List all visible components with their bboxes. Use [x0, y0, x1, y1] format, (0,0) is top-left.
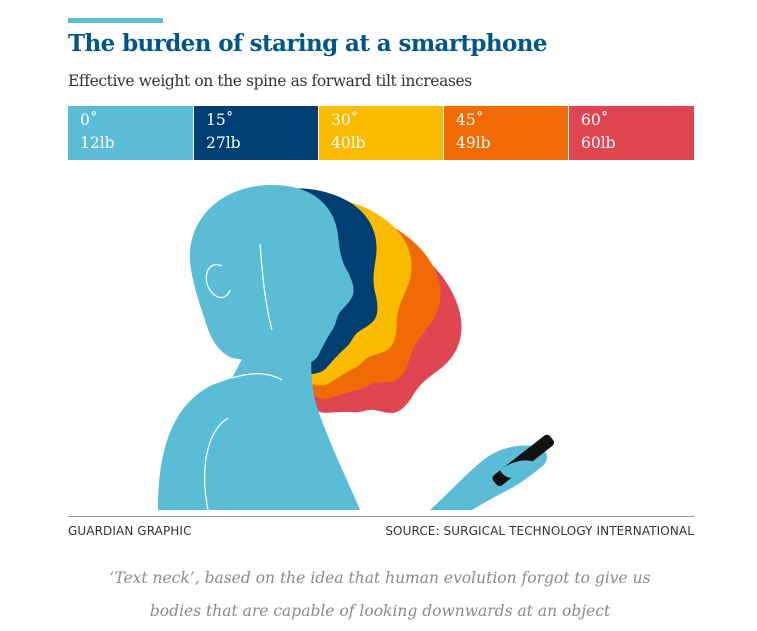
jaw-outline: [259, 243, 273, 331]
arm-outline: [204, 417, 229, 510]
caption-line-1: ‘Text neck’, based on the idea that huma…: [109, 569, 651, 587]
band-15-degrees: 15˚ 27lb: [194, 106, 319, 160]
page-subtitle: Effective weight on the spine as forward…: [68, 72, 472, 90]
thumb-silhouette: [500, 460, 536, 478]
band-weight: 12lb: [80, 134, 115, 152]
caption-line-2: bodies that are capable of looking downw…: [149, 602, 611, 620]
ear-outline: [205, 264, 231, 299]
band-angle: 0˚: [80, 111, 98, 129]
band-45-degrees: 45˚ 49lb: [444, 106, 569, 160]
band-angle: 30˚: [331, 111, 359, 129]
band-weight: 60lb: [581, 134, 616, 152]
source-credit: SOURCE: SURGICAL TECHNOLOGY INTERNATIONA…: [385, 524, 694, 538]
page-title: The burden of staring at a smartphone: [68, 30, 548, 57]
band-angle: 15˚: [206, 111, 234, 129]
torso-silhouette: [158, 344, 360, 510]
band-angle: 60˚: [581, 111, 609, 129]
head-tilt-illustration: [158, 175, 555, 510]
collar-outline: [231, 373, 283, 381]
footer-divider: [68, 516, 694, 517]
image-caption: ‘Text neck’, based on the idea that huma…: [60, 562, 700, 628]
hand-with-phone: [430, 434, 555, 510]
band-30-degrees: 30˚ 40lb: [319, 106, 444, 160]
band-60-degrees: 60˚ 60lb: [569, 106, 694, 160]
graphic-credit: GUARDIAN GRAPHIC: [68, 524, 192, 538]
band-weight: 40lb: [331, 134, 366, 152]
tilt-legend: 0˚ 12lb 15˚ 27lb 30˚ 40lb 45˚ 49lb 60˚ 6…: [68, 106, 694, 160]
band-weight: 49lb: [456, 134, 491, 152]
band-0-degrees: 0˚ 12lb: [68, 106, 194, 160]
figure-0-degrees: [158, 185, 360, 510]
band-weight: 27lb: [206, 134, 241, 152]
accent-bar: [68, 18, 163, 23]
band-angle: 45˚: [456, 111, 484, 129]
